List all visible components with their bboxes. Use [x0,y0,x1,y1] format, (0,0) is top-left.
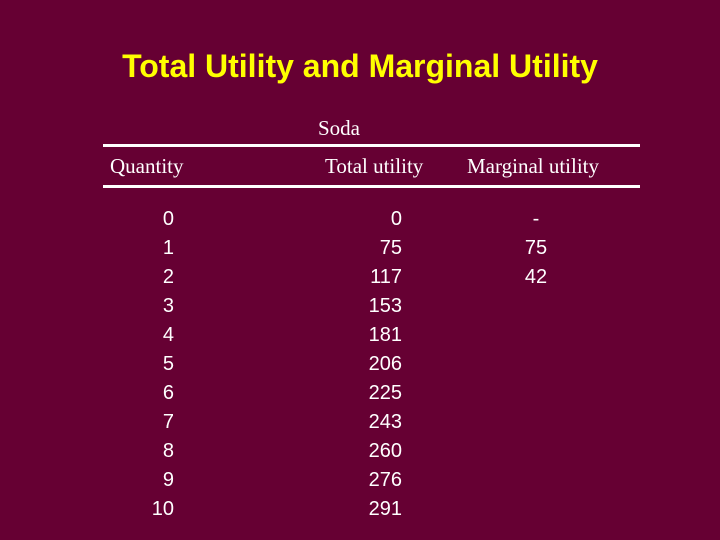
quantity-cell: 5 [162,353,174,375]
quantity-cell: 2 [162,266,174,288]
quantity-cell: 8 [162,440,174,462]
column-header-quantity: Quantity [110,154,184,178]
marginal-utility-cell: - [532,208,540,230]
table-top-rule [103,144,640,147]
total-utility-cell: 243 [368,411,402,433]
total-utility-cell: 153 [368,295,402,317]
marginal-utility-column: - 75 42 [508,205,564,292]
quantity-cell: 4 [162,324,174,346]
quantity-cell: 7 [162,411,174,433]
marginal-utility-cell: 75 [524,237,548,259]
quantity-cell: 9 [162,469,174,491]
total-utility-cell: 181 [368,324,402,346]
total-utility-cell: 225 [368,382,402,404]
total-utility-cell: 0 [390,208,402,230]
quantity-cell: 3 [162,295,174,317]
total-utility-cell: 206 [368,353,402,375]
marginal-utility-cell: 42 [524,266,548,288]
quantity-cell: 0 [162,208,174,230]
total-utility-cell: 260 [368,440,402,462]
table-header-rule [103,185,640,188]
total-utility-column: 0 75 117 153 181 206 225 243 260 276 291 [350,205,402,524]
total-utility-cell: 75 [379,237,402,259]
total-utility-cell: 291 [368,498,402,520]
column-header-total-utility: Total utility [325,154,424,178]
quantity-cell: 6 [162,382,174,404]
total-utility-cell: 276 [368,469,402,491]
total-utility-cell: 117 [370,266,402,288]
slide-title: Total Utility and Marginal Utility [122,48,598,84]
quantity-column: 0 1 2 3 4 5 6 7 8 9 10 [130,205,174,524]
quantity-cell: 1 [162,237,174,259]
group-header-soda: Soda [318,116,360,140]
quantity-cell: 10 [151,498,174,520]
column-header-marginal-utility: Marginal utility [467,154,600,178]
